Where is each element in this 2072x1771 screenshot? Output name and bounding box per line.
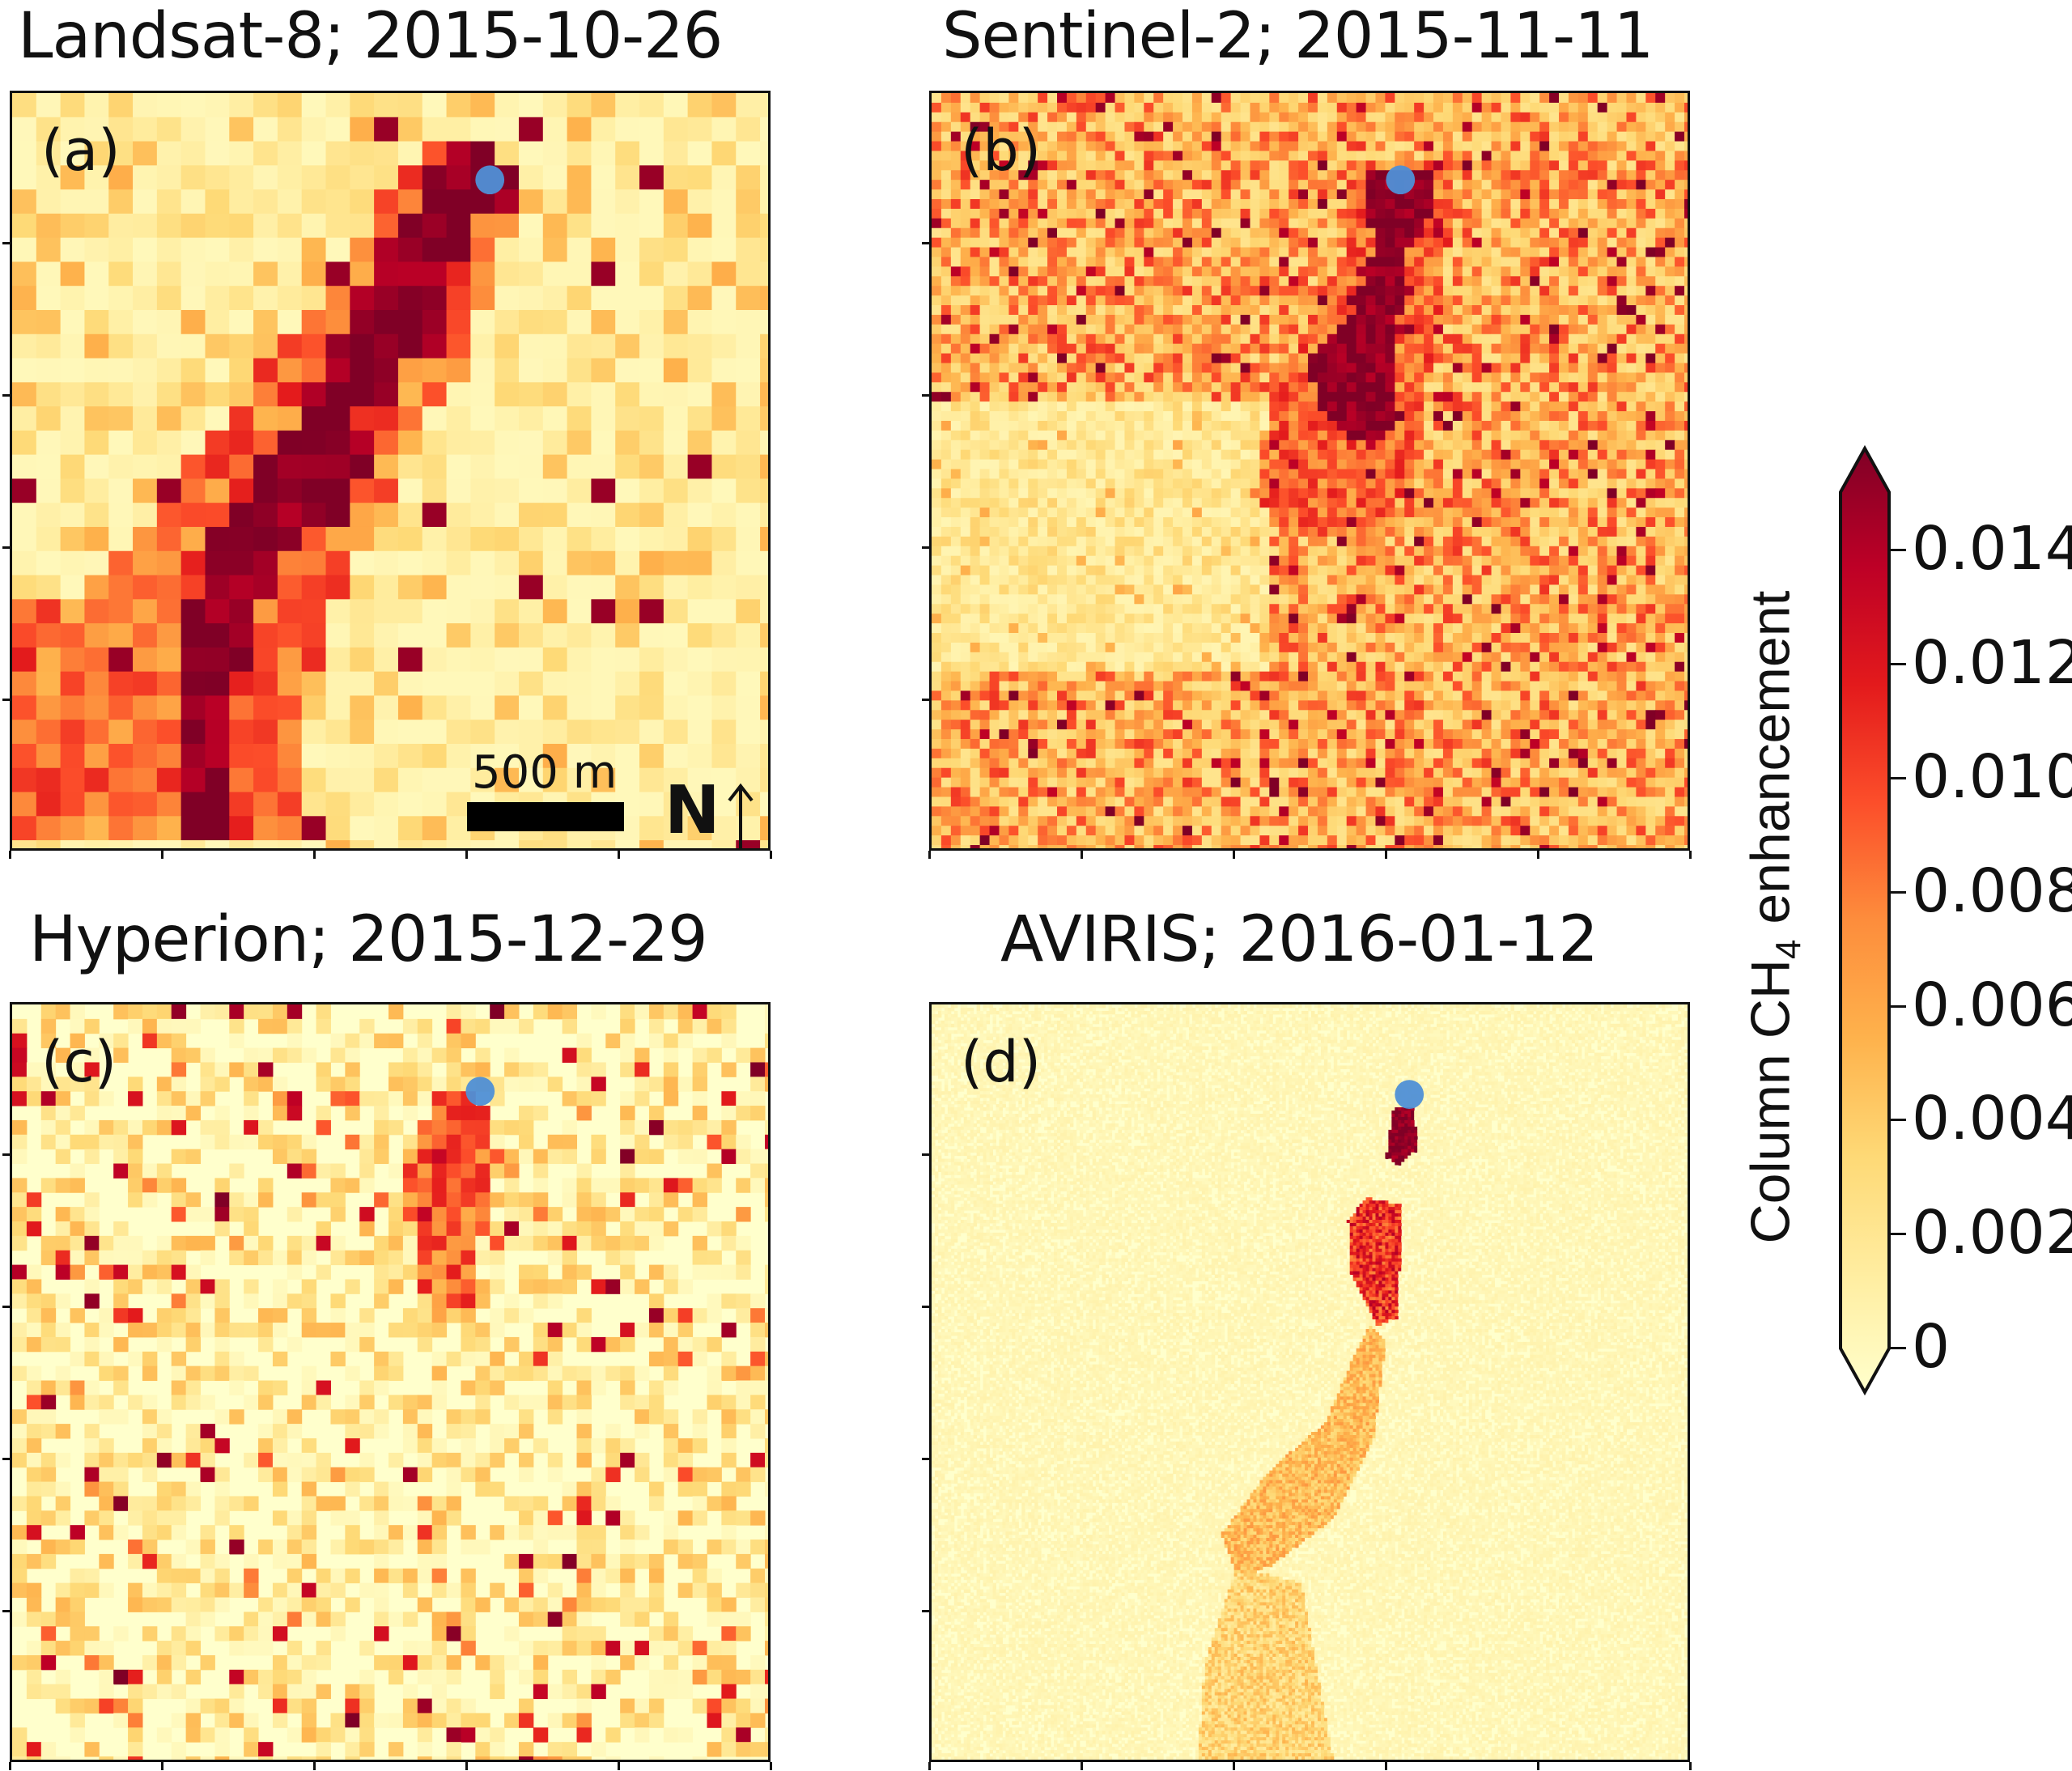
x-axis-tick — [770, 851, 772, 859]
scale-bar-label: 500 m — [472, 750, 617, 796]
x-axis-tick — [1081, 851, 1083, 859]
x-axis-tick — [1385, 851, 1387, 859]
y-axis-tick — [922, 1306, 930, 1308]
x-axis-tick — [161, 851, 163, 859]
x-axis-tick — [1537, 851, 1539, 859]
panel-b-label: (b) — [961, 122, 1041, 179]
scale-bar — [467, 802, 624, 831]
panel-a-title: Landsat-8; 2015-10-26 — [18, 5, 723, 68]
x-axis-tick — [618, 851, 620, 859]
panel-d-label: (d) — [961, 1034, 1041, 1090]
panel-b-map: (b) — [929, 91, 1690, 851]
panel-d-map: (d) — [929, 1002, 1690, 1762]
x-axis-tick — [1233, 851, 1235, 859]
x-axis-tick — [313, 851, 316, 859]
x-axis-tick — [770, 1762, 772, 1770]
x-axis-tick — [465, 851, 468, 859]
panel-d-title: AVIRIS; 2016-01-12 — [1000, 908, 1599, 971]
colorbar-tick — [1888, 1004, 1906, 1008]
colorbar-tick-label: 0.002 — [1912, 1203, 2072, 1263]
colorbar-tick — [1888, 1233, 1906, 1236]
y-axis-tick — [922, 699, 930, 701]
y-axis-tick — [2, 1610, 11, 1612]
colorbar — [1839, 444, 1891, 1396]
panel-c-title: Hyperion; 2015-12-29 — [29, 908, 708, 971]
x-axis-tick — [928, 851, 931, 859]
heatmap-b — [932, 93, 1688, 848]
y-axis-tick — [2, 1458, 11, 1460]
y-axis-tick — [2, 1306, 11, 1308]
source-marker — [465, 1077, 495, 1106]
colorbar-title: Column CH4 enhancement — [1740, 591, 1809, 1244]
north-label: N — [664, 778, 720, 844]
x-axis-tick — [313, 1762, 316, 1770]
north-arrow-icon — [728, 783, 754, 848]
panel-a-map: (a) 500 m N — [10, 91, 771, 851]
panel-c-map: (c) — [10, 1002, 771, 1762]
heatmap-a — [12, 93, 768, 848]
x-axis-tick — [1689, 851, 1692, 859]
colorbar-tick-label: 0.014 — [1912, 519, 2072, 579]
x-axis-tick — [9, 851, 11, 859]
y-axis-tick — [922, 394, 930, 397]
source-marker — [475, 165, 505, 195]
y-axis-tick — [2, 699, 11, 701]
x-axis-tick — [928, 1762, 931, 1770]
panel-a-label: (a) — [41, 122, 121, 179]
x-axis-tick — [465, 1762, 468, 1770]
x-axis-tick — [9, 1762, 11, 1770]
source-marker — [1395, 1080, 1424, 1110]
y-axis-tick — [2, 1153, 11, 1156]
colorbar-tick-label: 0.010 — [1912, 747, 2072, 807]
y-axis-tick — [2, 546, 11, 549]
colorbar-tick — [1888, 1119, 1906, 1122]
source-marker — [1386, 165, 1416, 195]
x-axis-tick — [1689, 1762, 1692, 1770]
colorbar-tick — [1888, 890, 1906, 894]
colorbar-tick — [1888, 663, 1906, 666]
x-axis-tick — [1081, 1762, 1083, 1770]
heatmap-d — [932, 1004, 1688, 1760]
colorbar-tick-label: 0.006 — [1912, 975, 2072, 1035]
x-axis-tick — [161, 1762, 163, 1770]
x-axis-tick — [1537, 1762, 1539, 1770]
colorbar-tick-label: 0.004 — [1912, 1089, 2072, 1149]
y-axis-tick — [922, 546, 930, 549]
colorbar-tick-label: 0.008 — [1912, 861, 2072, 921]
panel-b-title: Sentinel-2; 2015-11-11 — [942, 5, 1654, 68]
y-axis-tick — [922, 242, 930, 244]
y-axis-tick — [922, 1610, 930, 1612]
y-axis-tick — [922, 1153, 930, 1156]
y-axis-tick — [2, 242, 11, 244]
x-axis-tick — [1233, 1762, 1235, 1770]
y-axis-tick — [2, 394, 11, 397]
x-axis-tick — [618, 1762, 620, 1770]
colorbar-tick — [1888, 777, 1906, 779]
colorbar-tick — [1888, 1347, 1906, 1349]
colorbar-tick — [1888, 549, 1906, 552]
heatmap-c — [12, 1004, 768, 1760]
y-axis-tick — [922, 1458, 930, 1460]
colorbar-tick-label: 0.012 — [1912, 633, 2072, 693]
x-axis-tick — [1385, 1762, 1387, 1770]
colorbar-tick-label: 0 — [1912, 1317, 1950, 1377]
panel-c-label: (c) — [41, 1034, 117, 1090]
